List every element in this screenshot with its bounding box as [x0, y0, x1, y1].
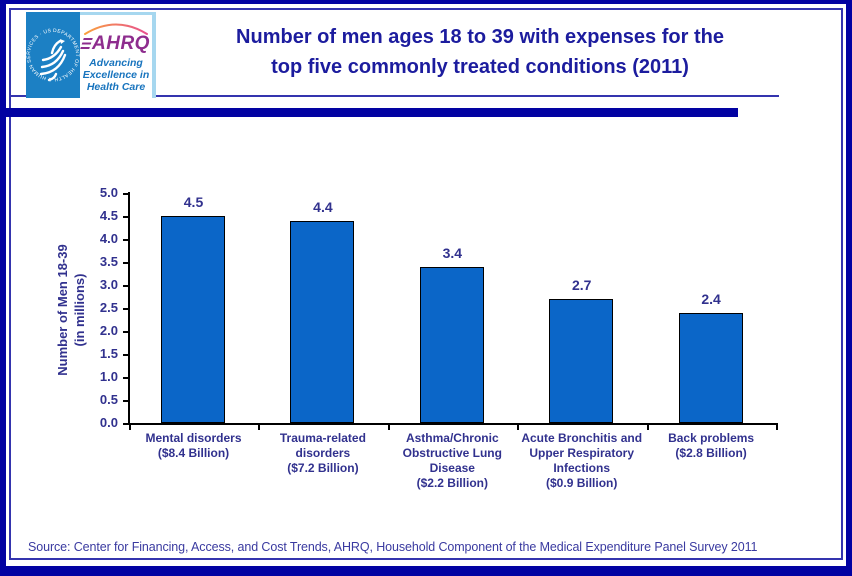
y-tick-label: 3.0 — [99, 277, 118, 292]
y-tick-label: 1.0 — [99, 369, 118, 384]
y-tick-label: 5.0 — [99, 185, 118, 200]
y-tick-label: 0.0 — [99, 415, 118, 430]
y-axis-tick — [123, 354, 129, 356]
ahrq-logo-text-block: AHRQ Advancing Excellence in Health Care — [80, 12, 156, 98]
y-axis-tick — [123, 239, 129, 241]
frame-right — [846, 0, 852, 576]
divider-bar — [6, 108, 738, 117]
bar-slot: 4.5 — [129, 193, 258, 423]
x-axis-tick — [646, 423, 649, 430]
inner-border — [9, 8, 843, 560]
ahrq-logo: DEPARTMENT OF HEALTH & HUMAN SERVICES · … — [26, 12, 156, 98]
bar-value-label: 2.4 — [701, 290, 721, 307]
source-text: Source: Center for Financing, Access, an… — [28, 540, 758, 554]
y-tick-label: 4.5 — [99, 208, 118, 223]
bar-back-problems — [678, 312, 743, 423]
ahrq-tagline: Advancing Excellence in Health Care — [82, 56, 150, 93]
y-tick-label: 1.5 — [99, 346, 118, 361]
category-label-asthma: Asthma/Chronic Obstructive Lung Disease … — [402, 431, 502, 490]
category-label-trauma-related: Trauma-related disorders ($7.2 Billion) — [279, 431, 366, 475]
frame-bottom — [0, 566, 852, 576]
y-axis-tick — [123, 331, 129, 333]
y-axis-tick — [123, 377, 129, 379]
ahrq-arc-icon — [84, 23, 148, 35]
bar-slot: 4.4 — [258, 193, 387, 423]
bar-value-label: 4.4 — [313, 198, 333, 215]
y-tick-label: 4.0 — [99, 231, 118, 246]
frame-top — [0, 0, 852, 4]
y-tick-label: 2.5 — [99, 300, 118, 315]
y-tick-label: 0.5 — [99, 392, 118, 407]
page-title: Number of men ages 18 to 39 with expense… — [236, 26, 724, 78]
bar-slot: 2.7 — [517, 193, 646, 423]
y-axis-tick — [123, 423, 129, 425]
bar-asthma-obstructive-lung-disease — [419, 266, 484, 423]
x-axis-tick — [387, 423, 390, 430]
header-underline — [9, 95, 779, 97]
x-axis-tick — [517, 423, 520, 430]
bar-value-label: 2.7 — [571, 276, 592, 293]
bar-value-label: 4.5 — [183, 194, 204, 210]
y-tick-label: 3.5 — [99, 254, 118, 269]
bar-slot: 2.4 — [647, 193, 776, 423]
hhs-seal-icon: DEPARTMENT OF HEALTH & HUMAN SERVICES · … — [26, 12, 80, 98]
x-axis-tick — [129, 423, 131, 430]
frame-left — [0, 0, 6, 576]
bar-slot: 3.4 — [388, 193, 517, 423]
category-label-back-problems: Back problems ($2.8 Billion) — [668, 431, 755, 460]
x-axis-tick — [776, 423, 778, 430]
y-axis-line — [128, 192, 130, 425]
ahrq-acronym: AHRQ — [92, 32, 150, 54]
bar-acute-bronchitis-upper-respiratory — [549, 298, 614, 423]
category-label-acute-bronchitis: Acute Bronchitis and Upper Respiratory I… — [521, 431, 643, 490]
x-axis-tick — [258, 423, 261, 430]
y-axis-tick — [123, 285, 129, 287]
y-axis-tick — [123, 400, 129, 402]
y-axis-tick — [123, 216, 129, 218]
category-label-mental-disorders: Mental disorders ($8.4 Billion) — [145, 431, 242, 460]
ahrq-speedlines-icon — [80, 38, 93, 49]
bar-trauma-related-disorders — [290, 220, 355, 423]
bar-mental-disorders — [161, 216, 225, 423]
y-axis-tick — [123, 262, 129, 264]
x-axis-line — [128, 423, 778, 425]
bar-value-label: 3.4 — [442, 244, 463, 261]
y-axis-tick — [123, 308, 129, 310]
y-tick-label: 2.0 — [99, 323, 118, 338]
y-axis-tick — [123, 193, 129, 195]
